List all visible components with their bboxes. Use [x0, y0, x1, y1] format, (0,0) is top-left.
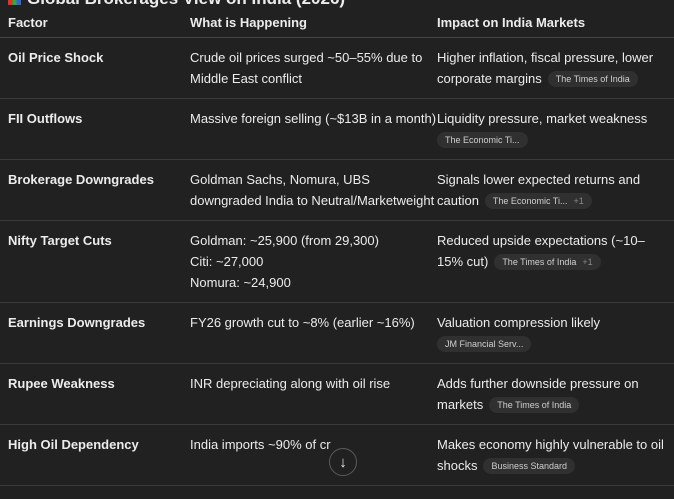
title-text: Global Brokerages View on India (2026)	[27, 0, 345, 8]
impact-text: Liquidity pressure, market weakness	[437, 111, 648, 126]
source-chip[interactable]: The Economic Ti... +1	[484, 193, 592, 209]
what-cell: Goldman Sachs, Nomura, UBS downgraded In…	[190, 159, 437, 221]
source-label: The Times of India	[502, 257, 577, 267]
header-what: What is Happening	[190, 10, 437, 38]
impact-text: Makes economy highly vulnerable to oil s…	[437, 437, 664, 473]
impact-text: Reduced upside expectations (~10–15% cut…	[437, 233, 645, 269]
source-chip[interactable]: JM Financial Serv...	[437, 336, 532, 352]
what-cell: Massive foreign selling (~$13B in a mont…	[190, 98, 437, 160]
what-line: INR depreciating along with oil rise	[190, 376, 391, 391]
impact-cell: Reduced upside expectations (~10–15% cut…	[437, 220, 674, 303]
what-line: Crude oil prices surged ~50–55% due to M…	[190, 50, 423, 86]
what-line: Massive foreign selling (~$13B in a mont…	[190, 111, 437, 126]
factor-cell: High Oil Dependency	[0, 424, 190, 486]
factor-cell: Rupee Weakness	[0, 363, 190, 425]
table-row: Oil Price Shock Crude oil prices surged …	[0, 37, 674, 99]
table-row: Brokerage Downgrades Goldman Sachs, Nomu…	[0, 159, 674, 221]
factor-cell: Nifty Target Cuts	[0, 220, 190, 303]
source-chip[interactable]: The Times of India	[547, 71, 638, 87]
factor-cell: Earnings Downgrades	[0, 302, 190, 364]
factor-cell: Brokerage Downgrades	[0, 159, 190, 221]
impact-cell: Valuation compression likely JM Financial…	[437, 302, 674, 364]
what-cell: FY26 growth cut to ~8% (earlier ~16%)	[190, 302, 437, 364]
impact-cell: Liquidity pressure, market weakness The E…	[437, 98, 674, 160]
table-row: FII Outflows Massive foreign selling (~$…	[0, 98, 674, 160]
impact-text: Signals lower expected returns and cauti…	[437, 172, 641, 208]
what-line: Goldman: ~25,900 (from 29,300)	[190, 233, 379, 248]
source-extra-count: +1	[573, 196, 584, 206]
impact-cell: Adds further downside pressure on market…	[437, 363, 674, 425]
scroll-down-button[interactable]: ↓	[329, 448, 357, 476]
what-line: Citi: ~27,000	[190, 254, 264, 269]
what-cell: India imports ~90% of cr	[190, 424, 437, 486]
source-chip[interactable]: The Times of India +1	[494, 254, 601, 270]
source-label: The Times of India	[555, 74, 630, 84]
bar-chart-icon	[8, 0, 21, 5]
factor-cell: Oil Price Shock	[0, 37, 190, 99]
source-chip[interactable]: Business Standard	[483, 458, 576, 474]
impact-text: Adds further downside pressure on market…	[437, 376, 639, 412]
arrow-down-icon: ↓	[339, 453, 347, 471]
impact-text: Valuation compression likely	[437, 315, 601, 330]
impact-text: Higher inflation, fiscal pressure, lower…	[437, 50, 654, 86]
page-title: Global Brokerages View on India (2026)	[8, 0, 345, 9]
header-impact: Impact on India Markets	[437, 10, 674, 38]
what-line: Nomura: ~24,900	[190, 275, 291, 290]
source-label: The Economic Ti...	[492, 196, 568, 206]
brokerage-table: Factor What is Happening Impact on India…	[0, 10, 674, 486]
table-row: Earnings Downgrades FY26 growth cut to ~…	[0, 302, 674, 364]
source-label: The Economic Ti...	[445, 135, 520, 145]
source-chip[interactable]: The Economic Ti...	[437, 132, 528, 148]
what-cell: INR depreciating along with oil rise	[190, 363, 437, 425]
source-label: The Times of India	[497, 400, 572, 410]
source-extra-count: +1	[582, 257, 593, 267]
table-header: Factor What is Happening Impact on India…	[0, 10, 674, 38]
table-row: Nifty Target Cuts Goldman: ~25,900 (from…	[0, 220, 674, 303]
table-row: High Oil Dependency India imports ~90% o…	[0, 424, 674, 486]
impact-cell: Signals lower expected returns and cauti…	[437, 159, 674, 221]
table-row: Rupee Weakness INR depreciating along wi…	[0, 363, 674, 425]
source-label: Business Standard	[491, 461, 568, 471]
header-factor: Factor	[0, 10, 190, 38]
source-label: JM Financial Serv...	[445, 339, 524, 349]
what-line: Goldman Sachs, Nomura, UBS downgraded In…	[190, 172, 435, 208]
factor-cell: FII Outflows	[0, 98, 190, 160]
what-line: FY26 growth cut to ~8% (earlier ~16%)	[190, 315, 415, 330]
impact-cell: Makes economy highly vulnerable to oil s…	[437, 424, 674, 486]
what-cell: Crude oil prices surged ~50–55% due to M…	[190, 37, 437, 99]
impact-cell: Higher inflation, fiscal pressure, lower…	[437, 37, 674, 99]
what-cell: Goldman: ~25,900 (from 29,300) Citi: ~27,…	[190, 220, 437, 303]
source-chip[interactable]: The Times of India	[489, 397, 580, 413]
what-line: India imports ~90% of cr	[190, 437, 331, 452]
